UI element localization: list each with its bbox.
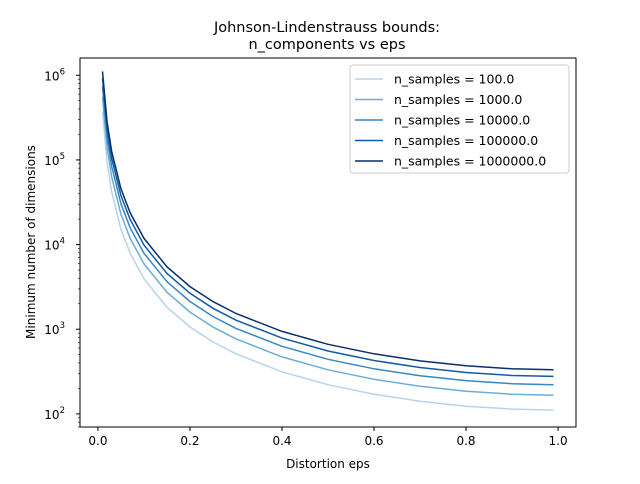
y-tick-label: 104 xyxy=(44,237,65,253)
y-tick-label: 102 xyxy=(44,406,65,422)
plot-area-frame xyxy=(79,57,577,428)
y-tick-label: 106 xyxy=(44,67,65,83)
chart-title-line-2: n_components vs eps xyxy=(248,37,405,53)
legend-label-1: n_samples = 1000.0 xyxy=(394,92,522,107)
series-line-1 xyxy=(101,96,554,397)
legend: n_samples = 100.0 n_samples = 1000.0 n_sam… xyxy=(349,64,570,174)
y-tick-label: 103 xyxy=(44,321,65,337)
legend-label-0: n_samples = 100.0 xyxy=(394,72,514,87)
x-tick-label: 1.0 xyxy=(549,434,568,448)
series-line-3 xyxy=(101,78,554,378)
legend-box xyxy=(349,64,570,174)
legend-label-3: n_samples = 100000.0 xyxy=(394,133,538,148)
series-line-2 xyxy=(101,86,554,386)
x-tick-label: 0.8 xyxy=(456,434,475,448)
legend-label-4: n_samples = 1000000.0 xyxy=(394,154,546,169)
series-line-4 xyxy=(101,71,554,371)
x-tick-label: 0.2 xyxy=(180,434,199,448)
legend-label-2: n_samples = 10000.0 xyxy=(394,113,530,128)
x-tick-label: 0.6 xyxy=(364,434,383,448)
x-tick-label: 0.0 xyxy=(88,434,107,448)
chart-title-line-1: Johnson-Lindenstrauss bounds: xyxy=(213,20,440,36)
y-tick-label: 105 xyxy=(44,152,65,168)
y-axis-label: Minimum number of dimensions xyxy=(24,145,38,339)
x-tick-label: 0.4 xyxy=(272,434,291,448)
x-axis-label: Distortion eps xyxy=(286,457,370,471)
series-line-0 xyxy=(101,111,554,411)
